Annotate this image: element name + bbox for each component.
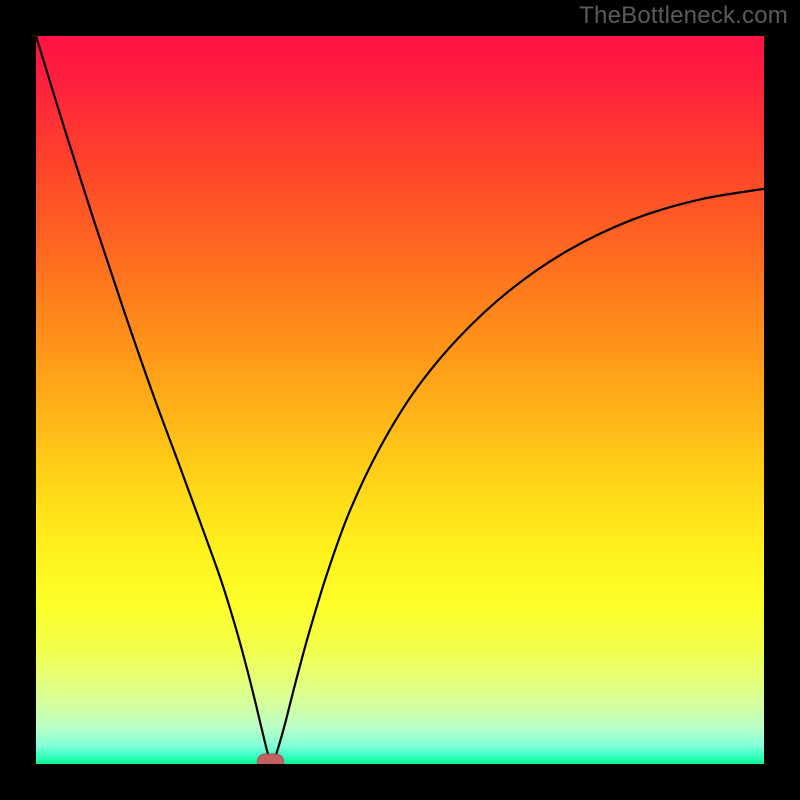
minimum-marker: [257, 754, 283, 764]
plot-area: [36, 36, 764, 764]
bottleneck-curve: [36, 36, 764, 764]
watermark-text: TheBottleneck.com: [579, 2, 788, 30]
chart-container: TheBottleneck.com: [0, 0, 800, 800]
